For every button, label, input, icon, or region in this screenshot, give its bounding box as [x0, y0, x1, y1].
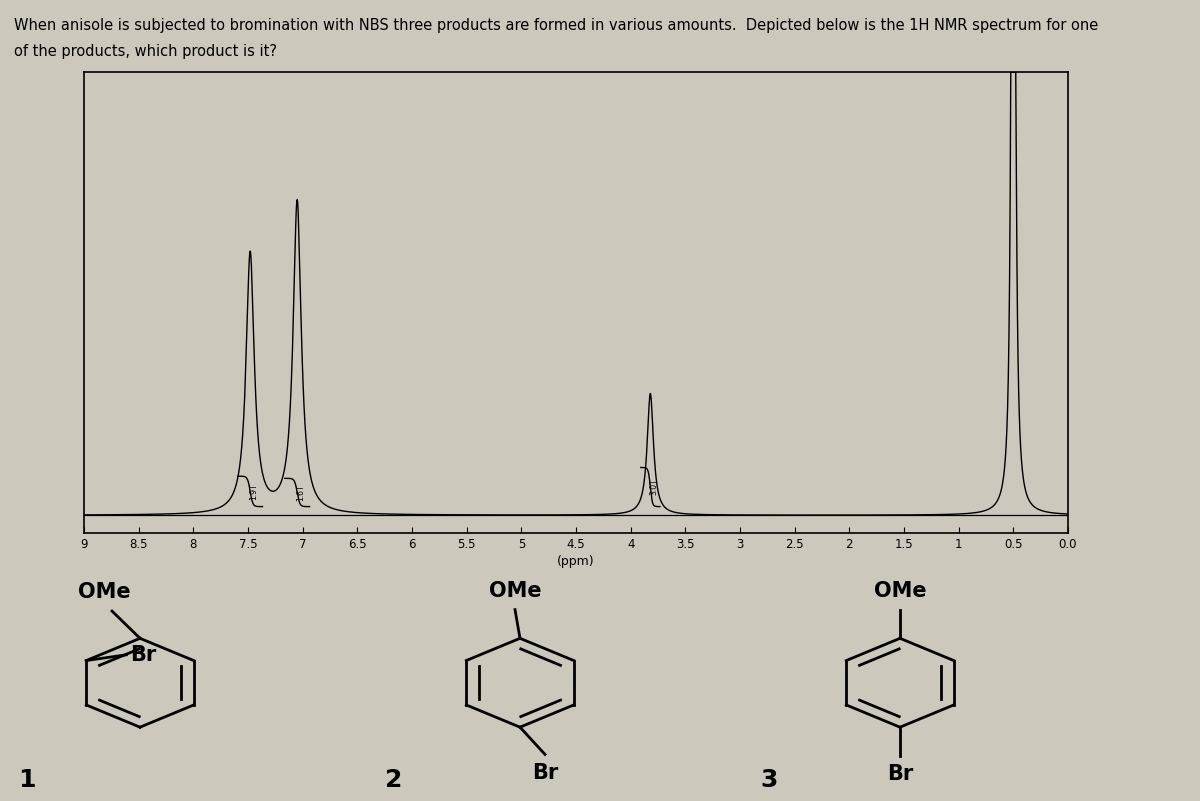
Text: 1.6T: 1.6T — [295, 484, 305, 501]
Text: 3.0T: 3.0T — [649, 479, 658, 495]
Text: When anisole is subjected to bromination with NBS three products are formed in v: When anisole is subjected to bromination… — [14, 18, 1099, 33]
Text: 2: 2 — [385, 768, 402, 792]
Text: 3: 3 — [760, 768, 778, 792]
Text: 1: 1 — [18, 768, 36, 792]
Text: OMe: OMe — [488, 581, 541, 601]
Text: Br: Br — [131, 645, 156, 665]
X-axis label: (ppm): (ppm) — [557, 555, 595, 568]
Text: Br: Br — [887, 764, 913, 784]
Text: of the products, which product is it?: of the products, which product is it? — [14, 44, 277, 59]
Text: OMe: OMe — [874, 581, 926, 601]
Text: OMe: OMe — [78, 582, 131, 602]
Text: 1.9T: 1.9T — [248, 483, 258, 500]
Text: Br: Br — [532, 763, 558, 783]
